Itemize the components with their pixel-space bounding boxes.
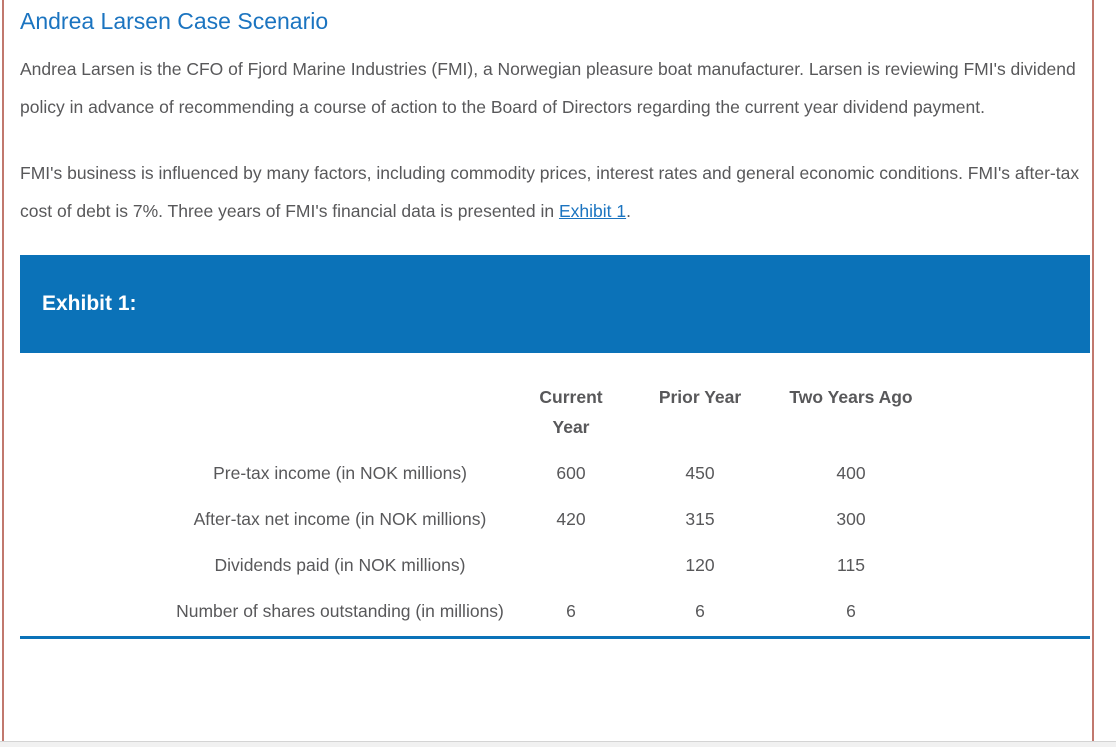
- page-title: Andrea Larsen Case Scenario: [20, 8, 329, 34]
- section-divider-rule: [20, 636, 1090, 639]
- dividends-prior: 120: [685, 555, 715, 575]
- exhibit-1-link[interactable]: Exhibit 1: [558, 201, 627, 221]
- aftertax-income-two-ago: 300: [836, 509, 866, 529]
- table-row: Number of shares outstanding (in million…: [175, 588, 939, 634]
- scenario-paragraph-2-text: FMI's business is influenced by many fac…: [20, 163, 1080, 221]
- scenario-paragraph-2: FMI's business is influenced by many fac…: [20, 154, 1090, 230]
- row-label-pretax-income: Pre-tax income (in NOK millions): [213, 463, 467, 483]
- bottom-panel-edge: [0, 741, 1116, 747]
- row-label-dividends-paid: Dividends paid (in NOK millions): [214, 555, 466, 575]
- pretax-income-two-ago: 400: [836, 463, 866, 483]
- scenario-paragraph-1: Andrea Larsen is the CFO of Fjord Marine…: [20, 59, 1076, 117]
- table-header-current-year: Current Year: [539, 387, 603, 437]
- table-header-two-years-ago: Two Years Ago: [789, 387, 913, 407]
- aftertax-income-current: 420: [556, 509, 586, 529]
- exhibit-table: Current Year Prior Year Two Years Ago Pr…: [175, 382, 939, 634]
- shares-two-ago: 6: [846, 601, 856, 621]
- scenario-paragraph-2-period: .: [626, 201, 631, 221]
- shares-current: 6: [566, 601, 576, 621]
- dividends-two-ago: 115: [837, 555, 865, 575]
- table-row: Dividends paid (in NOK millions) 120 115: [175, 542, 939, 588]
- exhibit-banner: Exhibit 1:: [20, 255, 1090, 353]
- table-header-row: Current Year Prior Year Two Years Ago: [175, 382, 939, 450]
- table-header-empty: [175, 382, 505, 450]
- table-row: After-tax net income (in NOK millions) 4…: [175, 496, 939, 542]
- case-scenario-panel: Andrea Larsen Case Scenario Andrea Larse…: [2, 0, 1094, 741]
- exhibit-banner-title: Exhibit 1:: [42, 292, 137, 315]
- row-label-aftertax-income: After-tax net income (in NOK millions): [193, 509, 487, 529]
- pretax-income-current: 600: [556, 463, 586, 483]
- aftertax-income-prior: 315: [685, 509, 715, 529]
- row-label-shares-outstanding: Number of shares outstanding (in million…: [176, 601, 504, 621]
- table-header-prior-year: Prior Year: [658, 387, 742, 407]
- table-row: Pre-tax income (in NOK millions) 600 450…: [175, 450, 939, 496]
- dividends-current: [505, 542, 637, 588]
- pretax-income-prior: 450: [685, 463, 715, 483]
- shares-prior: 6: [695, 601, 705, 621]
